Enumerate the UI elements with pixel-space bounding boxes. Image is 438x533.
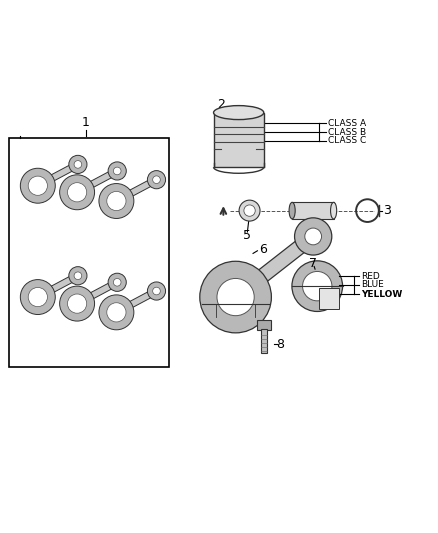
Polygon shape bbox=[124, 290, 154, 311]
Ellipse shape bbox=[331, 203, 337, 219]
Text: 8: 8 bbox=[276, 338, 284, 351]
Circle shape bbox=[20, 168, 55, 203]
Circle shape bbox=[74, 160, 82, 168]
Polygon shape bbox=[245, 237, 310, 292]
Circle shape bbox=[67, 294, 87, 313]
Polygon shape bbox=[124, 179, 154, 199]
Circle shape bbox=[148, 171, 166, 189]
Circle shape bbox=[244, 205, 255, 216]
Bar bbox=[318, 288, 339, 309]
Ellipse shape bbox=[214, 106, 264, 119]
Circle shape bbox=[60, 175, 95, 210]
Circle shape bbox=[200, 261, 272, 333]
Circle shape bbox=[69, 266, 87, 285]
Ellipse shape bbox=[289, 203, 295, 219]
Circle shape bbox=[69, 155, 87, 173]
Polygon shape bbox=[84, 171, 114, 191]
Circle shape bbox=[99, 295, 134, 330]
Circle shape bbox=[99, 183, 134, 219]
Text: RED: RED bbox=[361, 272, 380, 280]
Circle shape bbox=[107, 191, 126, 211]
Text: 7: 7 bbox=[309, 257, 317, 270]
Circle shape bbox=[239, 200, 260, 221]
Polygon shape bbox=[84, 282, 114, 302]
Text: CLASS B: CLASS B bbox=[328, 127, 366, 136]
Text: CLASS C: CLASS C bbox=[328, 136, 367, 146]
Circle shape bbox=[113, 167, 121, 175]
Circle shape bbox=[28, 287, 47, 306]
Text: BLUE: BLUE bbox=[361, 280, 384, 289]
Circle shape bbox=[295, 218, 332, 255]
Polygon shape bbox=[45, 275, 75, 295]
Circle shape bbox=[305, 228, 321, 245]
Text: CLASS A: CLASS A bbox=[328, 119, 366, 128]
Bar bbox=[261, 329, 267, 352]
Text: 3: 3 bbox=[383, 204, 391, 217]
Circle shape bbox=[148, 282, 166, 300]
Circle shape bbox=[217, 278, 254, 316]
Circle shape bbox=[108, 273, 126, 292]
Text: 1: 1 bbox=[82, 116, 90, 129]
Polygon shape bbox=[45, 164, 75, 184]
Bar bbox=[214, 112, 264, 167]
Circle shape bbox=[28, 176, 47, 195]
Circle shape bbox=[108, 162, 126, 180]
Text: 6: 6 bbox=[259, 243, 267, 255]
Circle shape bbox=[113, 278, 121, 286]
Text: 5: 5 bbox=[244, 229, 251, 241]
Bar bbox=[10, 138, 169, 367]
Bar bbox=[292, 203, 334, 219]
Circle shape bbox=[20, 280, 55, 314]
Text: 4: 4 bbox=[309, 229, 317, 241]
Text: YELLOW: YELLOW bbox=[361, 289, 402, 298]
Circle shape bbox=[303, 271, 332, 301]
Circle shape bbox=[60, 286, 95, 321]
Text: 2: 2 bbox=[217, 99, 225, 111]
Circle shape bbox=[74, 272, 82, 280]
Circle shape bbox=[153, 176, 160, 183]
Circle shape bbox=[292, 261, 343, 311]
Circle shape bbox=[107, 303, 126, 322]
Circle shape bbox=[67, 183, 87, 202]
Circle shape bbox=[153, 287, 160, 295]
Bar bbox=[257, 320, 271, 330]
